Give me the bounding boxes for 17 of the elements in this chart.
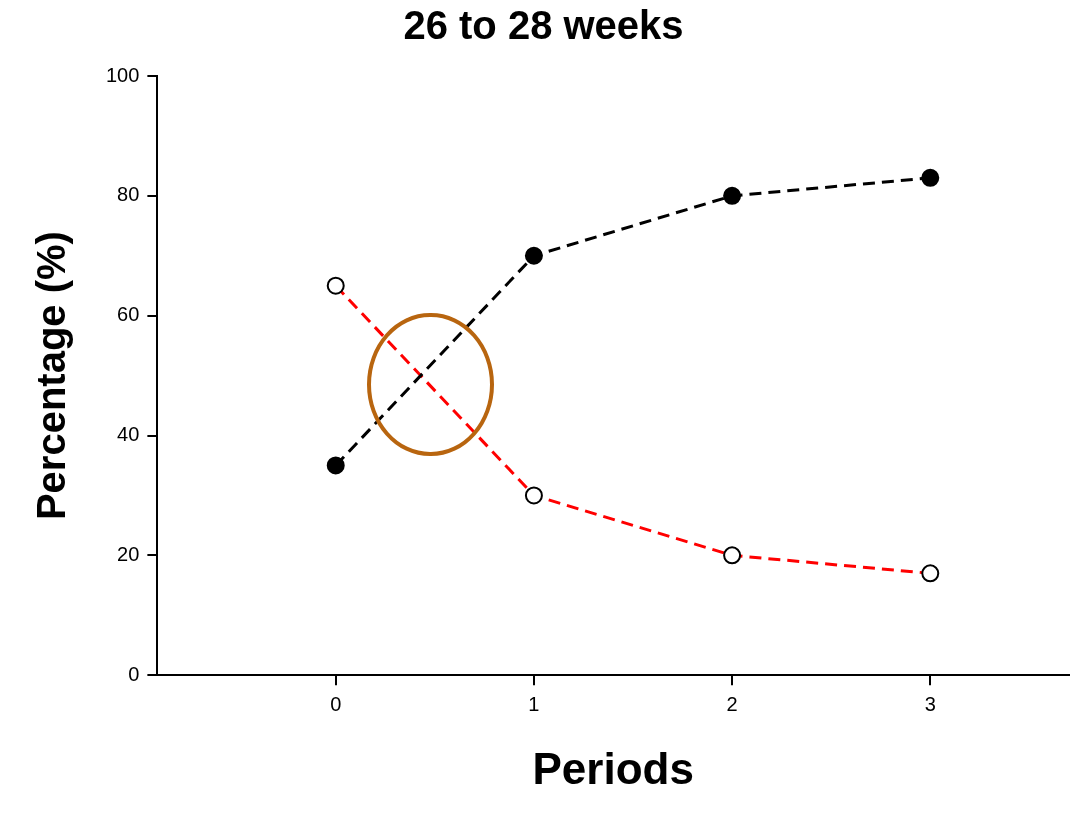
- x-tick-label: 3: [924, 692, 936, 715]
- y-tick-label: 0: [128, 662, 140, 685]
- x-tick-label: 1: [528, 692, 540, 715]
- y-tick-label: 40: [117, 423, 140, 446]
- y-axis-title: Percentage (%): [29, 231, 74, 521]
- y-tick-label: 60: [117, 303, 140, 326]
- point: [921, 168, 940, 187]
- x-tick-label: 0: [330, 692, 342, 715]
- point: [326, 456, 345, 475]
- point: [723, 186, 742, 205]
- x-tick-label: 2: [726, 692, 738, 715]
- chart-title: 26 to 28 weeks: [403, 3, 684, 48]
- point: [524, 246, 543, 265]
- x-axis-title: Periods: [532, 743, 694, 793]
- y-tick-label: 80: [117, 183, 140, 206]
- y-tick-label: 100: [105, 63, 140, 86]
- y-tick-label: 20: [117, 542, 140, 565]
